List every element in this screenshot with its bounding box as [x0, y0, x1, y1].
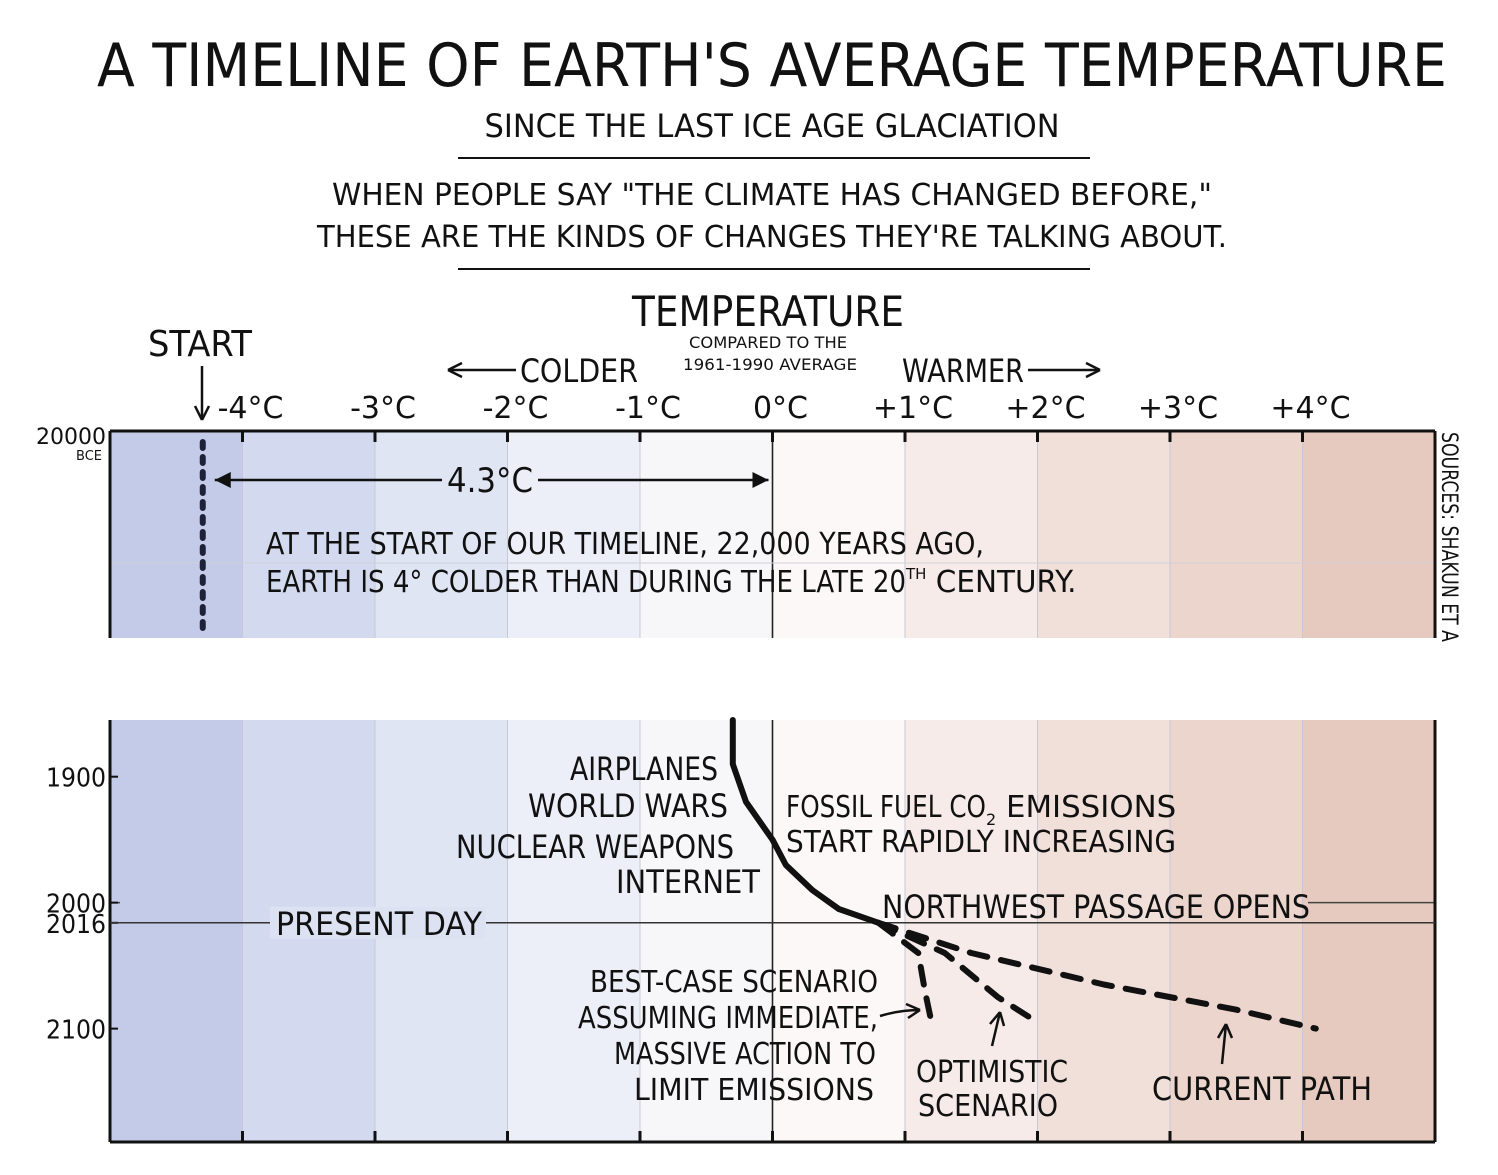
y-tick-label: 2100 [46, 1016, 106, 1046]
current-path-pointer [1216, 1023, 1234, 1065]
temperature-band [1037, 431, 1170, 638]
best-case-line-3: MASSIVE ACTION TO [614, 1037, 876, 1072]
temperature-band [110, 720, 243, 1142]
top-note-line-2-main: EARTH IS 4° COLDER THAN DURING THE LATE … [266, 565, 906, 600]
x-tick-label: +2°C [1005, 391, 1085, 426]
x-tick-label: -4°C [218, 391, 284, 426]
intro-line-2: THESE ARE THE KINDS OF CHANGES THEY'RE T… [316, 220, 1227, 255]
temperature-band [242, 431, 375, 638]
x-tick-label: -1°C [615, 391, 681, 426]
fossil-fuel-text: FOSSIL FUEL CO [786, 790, 986, 825]
temperature-band [1302, 431, 1435, 638]
optimistic-line-2: SCENARIO [918, 1089, 1058, 1124]
event-world-wars: WORLD WARS [528, 787, 728, 825]
span-label: 4.3°C [447, 461, 533, 501]
temperature-band [640, 720, 773, 1142]
chart-subtitle: SINCE THE LAST ICE AGE GLACIATION [485, 107, 1060, 145]
y-tick-label: 2000 [46, 890, 106, 920]
current-path-label: CURRENT PATH [1152, 1070, 1372, 1108]
projection-line-3 [875, 919, 1319, 1032]
x-tick-label: -2°C [483, 391, 549, 426]
best-case-line-1: BEST-CASE SCENARIO [590, 965, 878, 1000]
x-axis-note-1: COMPARED TO THE [689, 333, 847, 352]
present-day-label-bg [270, 906, 486, 939]
temperature-band [110, 431, 243, 638]
start-label: START [148, 324, 253, 365]
emissions-text: EMISSIONS [996, 790, 1176, 825]
top-note-line-2-end: CENTURY. [926, 565, 1076, 600]
optimistic-pointer [989, 1011, 1006, 1047]
x-axis-title: TEMPERATURE [631, 287, 904, 336]
co2-subscript: 2 [986, 810, 996, 829]
temperature-band [772, 720, 905, 1142]
temperature-band [507, 720, 640, 1142]
event-internet: INTERNET [616, 863, 760, 901]
temperature-band [507, 431, 640, 638]
fossil-fuel-note-line-2: START RAPIDLY INCREASING [786, 825, 1176, 860]
temperature-band [1170, 720, 1303, 1142]
projection-line-2 [875, 919, 1041, 1026]
top-note-line-2: EARTH IS 4° COLDER THAN DURING THE LATE … [266, 565, 1076, 600]
start-arrowhead [193, 405, 211, 421]
historical-temperature-line [729, 717, 882, 926]
event-nuclear-weapons: NUCLEAR WEAPONS [456, 828, 734, 866]
temperature-band [1302, 720, 1435, 1142]
colder-arrowhead [447, 361, 463, 379]
temperature-band [772, 431, 905, 638]
temperature-band [375, 431, 508, 638]
x-tick-label: +3°C [1138, 391, 1218, 426]
y-tick-label: 2016 [46, 910, 106, 940]
northwest-passage-label: NORTHWEST PASSAGE OPENS [882, 888, 1310, 926]
temperature-band [1170, 431, 1303, 638]
temperature-band [1037, 720, 1170, 1142]
top-y-tick-label: 20000 [36, 425, 106, 450]
top-note-superscript: TH [905, 565, 926, 583]
intro-line-1: WHEN PEOPLE SAY "THE CLIMATE HAS CHANGED… [332, 178, 1212, 213]
sources-label: SOURCES: SHAKUN ET A [1436, 432, 1461, 642]
temperature-band [905, 431, 1038, 638]
x-tick-label: +4°C [1270, 391, 1350, 426]
x-tick-label: 0°C [753, 391, 808, 426]
colder-label: COLDER [520, 352, 638, 390]
event-airplanes: AIRPLANES [570, 750, 718, 788]
x-tick-label: +1°C [873, 391, 953, 426]
temperature-band [905, 720, 1038, 1142]
span-arrowhead-left [214, 472, 231, 488]
x-tick-label: -3°C [350, 391, 416, 426]
present-day-label: PRESENT DAY [276, 905, 482, 943]
y-tick-label: 1900 [46, 764, 106, 794]
best-case-line-4: LIMIT EMISSIONS [634, 1073, 874, 1108]
fossil-fuel-note-line-1: FOSSIL FUEL CO2 EMISSIONS [786, 790, 1176, 829]
top-y-tick-sublabel: BCE [76, 449, 102, 464]
best-case-pointer [879, 1002, 921, 1020]
x-axis-note-2: 1961-1990 AVERAGE [683, 355, 857, 374]
optimistic-line-1: OPTIMISTIC [916, 1055, 1068, 1090]
best-case-line-2: ASSUMING IMMEDIATE, [578, 1001, 878, 1036]
temperature-band [640, 431, 773, 638]
span-arrowhead-right [752, 472, 769, 488]
projection-line-1 [875, 919, 935, 1026]
warmer-arrowhead [1085, 361, 1101, 379]
warmer-label: WARMER [902, 352, 1024, 390]
top-note-line-1: AT THE START OF OUR TIMELINE, 22,000 YEA… [266, 527, 984, 562]
chart-title: A TIMELINE OF EARTH'S AVERAGE TEMPERATUR… [97, 31, 1447, 101]
